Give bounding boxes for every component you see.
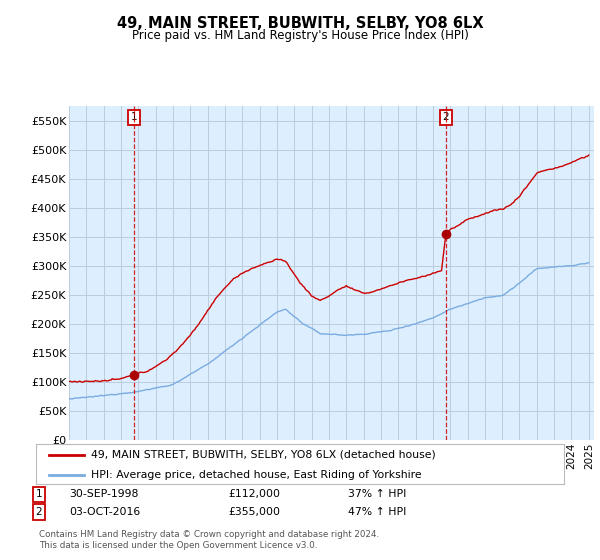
Text: 30-SEP-1998: 30-SEP-1998 — [69, 489, 139, 500]
Text: Contains HM Land Registry data © Crown copyright and database right 2024.
This d: Contains HM Land Registry data © Crown c… — [39, 530, 379, 550]
Text: 03-OCT-2016: 03-OCT-2016 — [69, 507, 140, 517]
Text: Price paid vs. HM Land Registry's House Price Index (HPI): Price paid vs. HM Land Registry's House … — [131, 29, 469, 42]
Text: 49, MAIN STREET, BUBWITH, SELBY, YO8 6LX (detached house): 49, MAIN STREET, BUBWITH, SELBY, YO8 6LX… — [91, 450, 436, 460]
Text: 1: 1 — [131, 113, 137, 123]
Text: 2: 2 — [443, 113, 449, 123]
Text: 2: 2 — [35, 507, 43, 517]
Text: 37% ↑ HPI: 37% ↑ HPI — [348, 489, 406, 500]
Text: 49, MAIN STREET, BUBWITH, SELBY, YO8 6LX: 49, MAIN STREET, BUBWITH, SELBY, YO8 6LX — [116, 16, 484, 31]
Text: £355,000: £355,000 — [228, 507, 280, 517]
Text: £112,000: £112,000 — [228, 489, 280, 500]
Text: HPI: Average price, detached house, East Riding of Yorkshire: HPI: Average price, detached house, East… — [91, 470, 422, 480]
Text: 47% ↑ HPI: 47% ↑ HPI — [348, 507, 406, 517]
Text: 1: 1 — [35, 489, 43, 500]
